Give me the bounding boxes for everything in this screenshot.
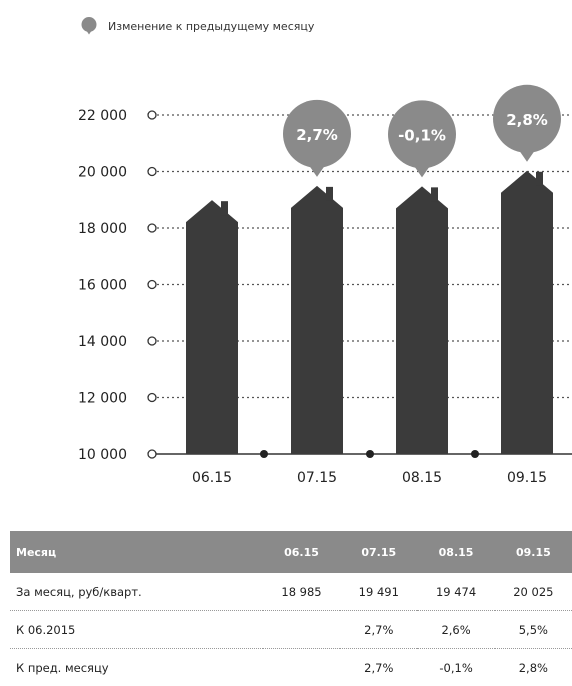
x-tick-label: 06.15 bbox=[192, 470, 232, 486]
x-axis-dot bbox=[366, 450, 374, 458]
table-cell: 19 474 bbox=[417, 573, 495, 611]
table-row: К 06.2015 2,7% 2,6% 5,5% bbox=[10, 610, 572, 649]
table-cell bbox=[262, 610, 341, 649]
data-table: Месяц 06.15 07.15 08.15 09.15 За месяц, … bbox=[10, 531, 572, 686]
bar-chimney bbox=[326, 186, 333, 201]
table-cell: 2,7% bbox=[340, 610, 418, 649]
legend: Изменение к предыдущему месяцу bbox=[80, 16, 314, 36]
data-label: 2,8% bbox=[506, 111, 548, 129]
x-tick-label: 08.15 bbox=[402, 470, 442, 486]
table-header-cell: 07.15 bbox=[361, 545, 397, 559]
y-tick-marker bbox=[147, 392, 157, 403]
table-cell: 2,6% bbox=[417, 610, 495, 649]
table-cell: 20 025 bbox=[494, 573, 572, 611]
bar bbox=[291, 185, 343, 454]
y-tick-label: 10 000 bbox=[78, 447, 127, 463]
y-tick-marker bbox=[147, 110, 157, 120]
table-header-row: Месяц 06.15 07.15 08.15 09.15 bbox=[10, 531, 572, 573]
y-tick-label: 18 000 bbox=[78, 221, 127, 237]
x-tick-label: 07.15 bbox=[297, 470, 337, 486]
table-header-cell: Месяц bbox=[16, 545, 57, 559]
y-tick-label: 20 000 bbox=[78, 165, 127, 181]
y-tick-label: 22 000 bbox=[78, 108, 127, 124]
table-row: К пред. месяцу 2,7% -0,1% 2,8% bbox=[10, 649, 572, 686]
table-header-cell: 09.15 bbox=[515, 545, 551, 559]
annotation-bubble bbox=[388, 100, 456, 169]
annotation-bubble bbox=[283, 99, 351, 168]
bar bbox=[186, 200, 238, 454]
table-cell: -0,1% bbox=[439, 660, 473, 675]
y-tick-label: 14 000 bbox=[78, 334, 127, 350]
bar-chimney bbox=[536, 171, 543, 186]
table-header-cell: 08.15 bbox=[438, 545, 474, 559]
table-row: За месяц, руб/кварт. 18 985 19 491 19 47… bbox=[10, 573, 572, 611]
table-row-label: К пред. месяцу bbox=[16, 660, 109, 675]
x-tick-label: 09.15 bbox=[507, 470, 547, 486]
y-tick-marker bbox=[147, 449, 157, 459]
bar-chimney bbox=[431, 187, 438, 202]
data-label: -0,1% bbox=[398, 126, 446, 144]
table-cell bbox=[263, 649, 340, 686]
bar-chart: 10 000 12 000 14 000 16 000 18 000 20 000 22 0… bbox=[78, 84, 572, 486]
table-row-label: К 06.2015 bbox=[10, 610, 263, 649]
y-tick-label: 12 000 bbox=[78, 391, 127, 407]
table-cell: 19 491 bbox=[340, 573, 418, 611]
y-tick-label: 16 000 bbox=[78, 278, 127, 294]
y-tick-marker bbox=[147, 223, 157, 233]
bar bbox=[396, 186, 448, 454]
x-axis-dot bbox=[471, 450, 479, 458]
table-cell: 5,5% bbox=[494, 610, 572, 649]
y-tick-marker bbox=[147, 336, 157, 346]
data-label: 2,7% bbox=[296, 126, 338, 144]
table-cell: 2,8% bbox=[518, 660, 548, 675]
annotation-bubble bbox=[493, 84, 561, 153]
legend-label: Изменение к предыдущему месяцу bbox=[108, 19, 315, 33]
table-header-cell: 06.15 bbox=[284, 545, 319, 559]
y-tick-marker bbox=[147, 279, 157, 290]
table-cell: 2,7% bbox=[364, 660, 394, 675]
bar bbox=[501, 170, 553, 454]
y-tick-marker bbox=[147, 166, 157, 177]
legend-bubble-icon bbox=[81, 17, 97, 35]
table-row-label: За месяц, руб/кварт. bbox=[10, 573, 263, 611]
x-axis-dot bbox=[260, 450, 268, 458]
bar-chimney bbox=[221, 201, 228, 216]
table-cell: 18 985 bbox=[262, 573, 341, 611]
